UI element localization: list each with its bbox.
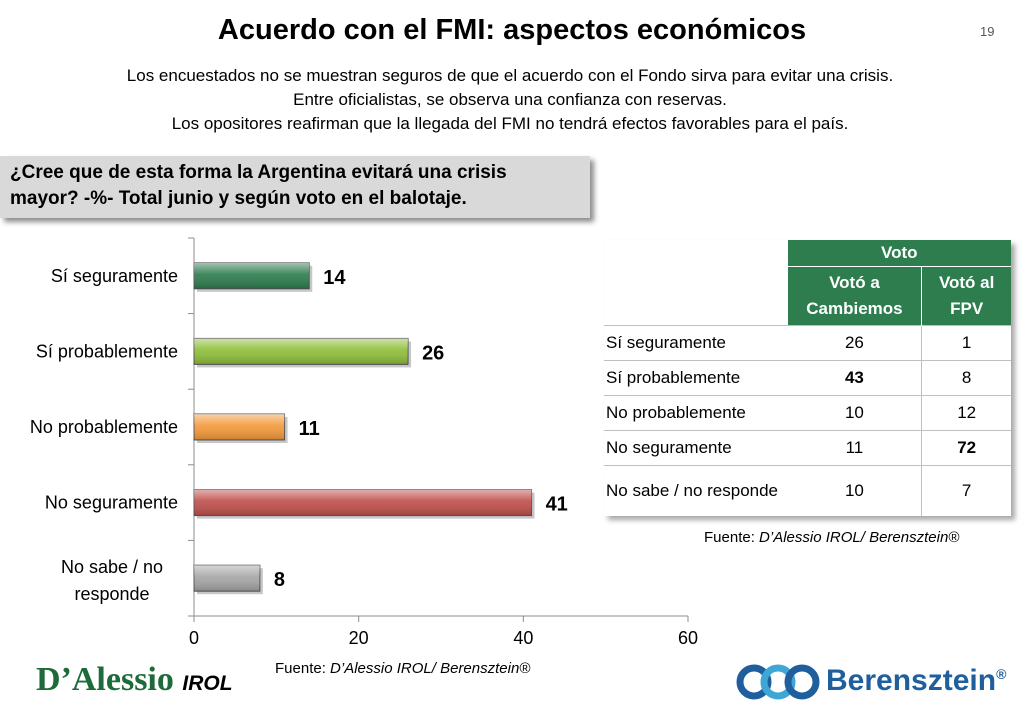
category-label: No seguramente bbox=[45, 493, 178, 513]
table-group-header: Voto bbox=[787, 240, 1011, 267]
bar-value-label: 14 bbox=[323, 267, 346, 289]
x-tick-label: 60 bbox=[678, 628, 698, 648]
cell-cambiemos: 11 bbox=[787, 430, 923, 466]
row-label: No probablemente bbox=[604, 395, 788, 431]
berensztein-logo-text: Berensztein® bbox=[826, 664, 1006, 698]
bar-value-label: 41 bbox=[546, 494, 568, 516]
source-name: D’Alessio IROL/ Berensztein® bbox=[330, 660, 531, 677]
category-label: No probablemente bbox=[30, 417, 178, 437]
table-row: Sí probablemente 43 8 bbox=[604, 360, 1011, 396]
row-label: No seguramente bbox=[604, 430, 788, 466]
column-header-cambiemos: Votó a Cambiemos bbox=[787, 266, 923, 326]
source-name: D’Alessio IROL/ Berensztein® bbox=[759, 529, 960, 546]
cell-cambiemos: 26 bbox=[787, 325, 923, 361]
bar-chart: 0 20 40 60 14 Sí seguramente 26 Sí probablement… bbox=[30, 237, 698, 648]
dalessio-logo: D’Alessio IROL bbox=[36, 660, 233, 704]
berensztein-mark-icon bbox=[736, 664, 820, 700]
cell-cambiemos: 10 bbox=[787, 395, 923, 431]
cell-fpv: 72 bbox=[921, 430, 1011, 466]
berensztein-word: Berensztein bbox=[826, 664, 997, 697]
cell-cambiemos: 10 bbox=[787, 465, 923, 516]
category-label: Sí seguramente bbox=[51, 266, 178, 286]
category-label: Sí probablemente bbox=[36, 341, 178, 361]
bar-gloss bbox=[194, 565, 260, 592]
cell-fpv: 7 bbox=[921, 465, 1011, 516]
row-label: Sí seguramente bbox=[604, 325, 788, 361]
column-header-fpv: Votó al FPV bbox=[921, 266, 1011, 326]
registered-mark: ® bbox=[996, 666, 1007, 682]
source-prefix: Fuente: bbox=[704, 529, 760, 546]
row-label: No sabe / no responde bbox=[604, 465, 788, 516]
x-tick-label: 40 bbox=[513, 628, 533, 648]
table-row: No probablemente 10 12 bbox=[604, 395, 1011, 431]
x-tick-label: 0 bbox=[189, 628, 199, 648]
table-row: No seguramente 11 72 bbox=[604, 430, 1011, 466]
bar-value-label: 11 bbox=[299, 418, 320, 440]
table-corner bbox=[604, 266, 788, 326]
cell-fpv: 1 bbox=[921, 325, 1011, 361]
chart-source: Fuente: D’Alessio IROL/ Berensztein® bbox=[275, 660, 530, 677]
bar-gloss bbox=[194, 414, 285, 440]
slide-subtitle: Los encuestados no se muestran seguros d… bbox=[0, 64, 1020, 136]
bar-value-label: 26 bbox=[422, 342, 444, 364]
row-label: Sí probablemente bbox=[604, 360, 788, 396]
bar-value-label: 8 bbox=[274, 569, 285, 591]
page-number: 19 bbox=[980, 24, 995, 39]
subtitle-line: Los encuestados no se muestran seguros d… bbox=[126, 66, 894, 85]
slide-title: Acuerdo con el FMI: aspectos económicos bbox=[217, 14, 807, 46]
vote-table: Voto Votó a Cambiemos Votó al FPV Sí seg… bbox=[604, 240, 1011, 516]
table-row: Sí seguramente 26 1 bbox=[604, 325, 1011, 361]
subtitle-line: Entre oficialistas, se observa una confi… bbox=[293, 90, 727, 109]
table-row: No sabe / no responde 10 7 bbox=[604, 465, 1011, 516]
cell-fpv: 8 bbox=[921, 360, 1011, 396]
dalessio-logo-text: D’Alessio bbox=[36, 661, 174, 698]
question-box: ¿Cree que de esta forma la Argentina evi… bbox=[0, 156, 590, 218]
subtitle-line: Los opositores reafirman que la llegada … bbox=[171, 114, 849, 133]
cell-fpv: 12 bbox=[921, 395, 1011, 431]
category-label: No sabe / no responde bbox=[61, 557, 163, 604]
source-prefix: Fuente: bbox=[275, 660, 331, 677]
irol-logo-text: IROL bbox=[182, 672, 233, 695]
x-tick-label: 20 bbox=[349, 628, 369, 648]
bar-gloss bbox=[194, 338, 409, 365]
bar-gloss bbox=[194, 262, 310, 289]
table-corner bbox=[604, 240, 788, 267]
bar-gloss bbox=[194, 489, 532, 516]
cell-cambiemos: 43 bbox=[787, 360, 923, 396]
berensztein-logo: Berensztein® bbox=[736, 662, 1006, 702]
table-source: Fuente: D’Alessio IROL/ Berensztein® bbox=[704, 529, 959, 546]
